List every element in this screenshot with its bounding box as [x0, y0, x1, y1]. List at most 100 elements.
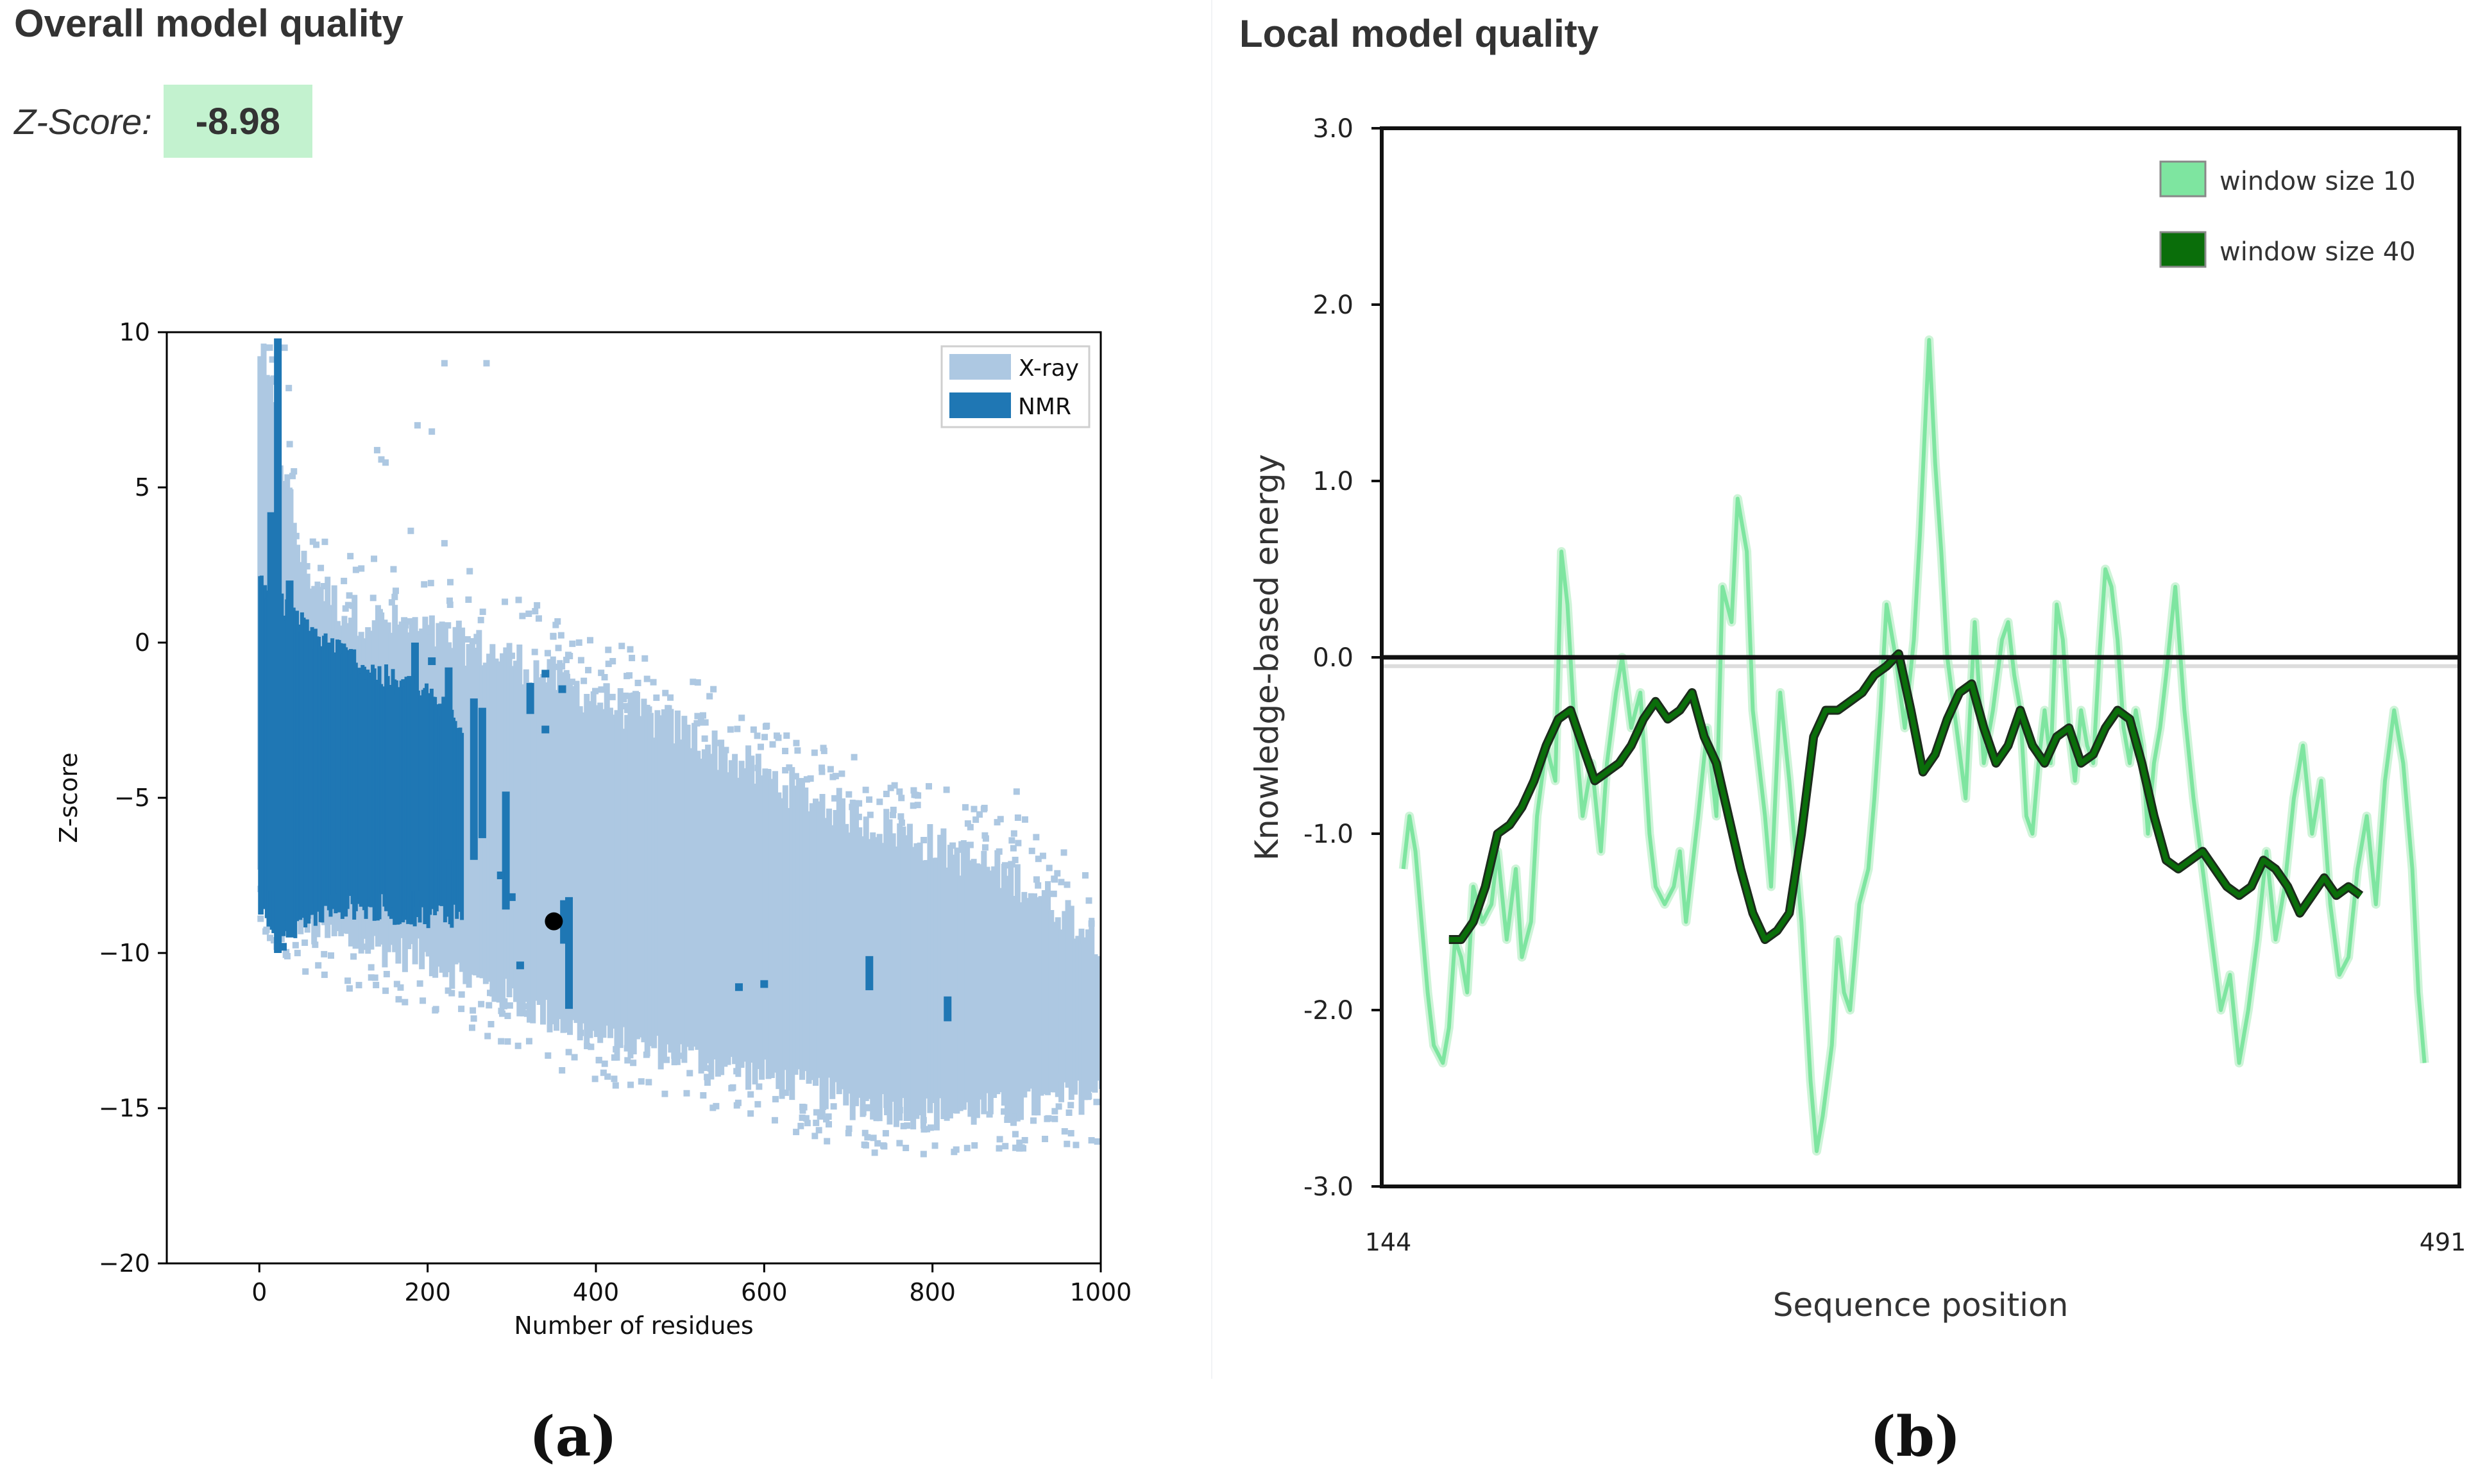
xray-density-column	[711, 730, 718, 1060]
xray-point	[757, 743, 764, 750]
xray-density-column	[978, 864, 984, 1100]
xray-density-column	[647, 712, 654, 1047]
xray-density-column	[762, 768, 768, 1060]
xray-density-column	[705, 745, 711, 1063]
xray-point	[763, 722, 770, 729]
xray-point	[342, 605, 349, 612]
xray-density-column	[658, 715, 664, 1070]
xray-density-column	[920, 860, 926, 1129]
xray-point	[638, 1078, 645, 1085]
xray-density-column	[536, 677, 543, 1005]
nmr-point	[407, 676, 415, 684]
xray-point	[289, 473, 296, 480]
xray-point	[824, 1138, 831, 1145]
y-tick-label-b: 1.0	[1312, 467, 1354, 496]
legend-swatch-w10	[2159, 160, 2207, 198]
xray-density-column	[967, 860, 974, 1117]
xray-point	[849, 804, 856, 811]
zscore-scatter-chart: 0 200 400 600 800 1000 10 5 0 −5 −10 −15 −20 Number…	[55, 318, 1132, 1340]
xray-outlier	[891, 782, 898, 789]
xray-point	[315, 962, 322, 969]
xray-point	[291, 468, 298, 475]
xray-point	[484, 1033, 491, 1040]
xray-point	[401, 617, 408, 624]
xray-point	[522, 1003, 529, 1010]
xray-point	[1021, 1136, 1028, 1143]
xray-density-column	[566, 684, 573, 1035]
xray-density-column	[964, 841, 971, 1102]
legend-label-nmr: NMR	[1018, 394, 1071, 420]
xray-point	[683, 1090, 690, 1097]
xray-point	[1012, 1131, 1019, 1138]
xray-point	[350, 953, 357, 960]
xray-point	[558, 674, 565, 681]
xray-point	[903, 1144, 910, 1151]
xray-density-column	[813, 798, 819, 1086]
xray-density-column	[900, 826, 906, 1099]
xray-point	[286, 441, 293, 448]
xray-point	[996, 848, 1003, 855]
xray-density-column	[846, 832, 853, 1094]
xray-density-column	[530, 684, 536, 1024]
xray-density-column	[799, 778, 806, 1080]
xray-point	[896, 1107, 903, 1114]
xray-point	[388, 599, 395, 606]
xray-outlier	[1080, 937, 1087, 944]
overall-quality-panel: Overall model quality Z-Score: -8.98 0 20…	[0, 0, 1212, 1484]
xray-point	[465, 596, 472, 603]
xray-density-column	[540, 673, 547, 1025]
y-tick-label: 5	[135, 473, 150, 502]
energy-line-chart: 3.0 2.0 1.0 0.0 -1.0 -2.0 -3.0 144 491 Sequenc…	[1248, 114, 2466, 1324]
xray-point	[445, 987, 452, 994]
xray-point	[981, 844, 989, 851]
xray-density-column	[614, 710, 620, 1061]
nmr-streak	[445, 667, 453, 860]
xray-outlier	[693, 720, 700, 727]
caption-b: (b)	[1870, 1404, 1961, 1469]
xray-point	[722, 746, 729, 754]
xray-point	[520, 1009, 527, 1016]
xray-point	[346, 985, 353, 992]
xray-point	[710, 686, 717, 693]
xray-point	[344, 977, 352, 984]
xray-density-column	[957, 875, 963, 1111]
xray-point	[856, 800, 863, 807]
xray-point	[661, 1090, 668, 1097]
xray-density-column	[1082, 942, 1088, 1100]
xray-point	[303, 562, 310, 569]
xray-point	[876, 798, 883, 805]
xray-point	[750, 726, 757, 733]
xray-point	[598, 670, 605, 677]
xray-density-column	[755, 754, 761, 1070]
xray-point	[981, 804, 988, 811]
y-axis-label: Z-score	[55, 752, 83, 843]
local-quality-title: Local model quality	[1239, 12, 1599, 55]
xray-point	[406, 618, 413, 625]
xray-point	[446, 601, 454, 608]
xray-point	[321, 538, 328, 545]
xray-density-column	[947, 845, 953, 1118]
xray-point	[487, 990, 494, 997]
xray-point	[958, 841, 965, 848]
xray-density-column	[678, 739, 684, 1045]
xray-point	[321, 971, 328, 978]
xray-point	[1060, 849, 1067, 856]
zscore-label: Z-Score:	[14, 101, 152, 142]
xray-density-column	[520, 684, 526, 1011]
xray-point	[734, 725, 741, 732]
xray-point	[910, 802, 917, 809]
xray-point	[782, 1089, 789, 1096]
xray-point	[501, 998, 508, 1005]
xray-outlier	[534, 602, 541, 609]
xray-point	[898, 819, 905, 826]
xray-outlier	[1089, 959, 1096, 966]
x-tick-144: 144	[1365, 1228, 1412, 1256]
xray-point	[445, 622, 452, 629]
y-tick-label: −5	[114, 784, 150, 812]
nmr-streak	[470, 698, 478, 860]
xray-point	[1014, 814, 1021, 821]
xray-density-column	[903, 835, 910, 1121]
caption-a: (a)	[529, 1404, 618, 1469]
xray-point	[629, 655, 636, 662]
xray-point	[820, 1104, 827, 1111]
